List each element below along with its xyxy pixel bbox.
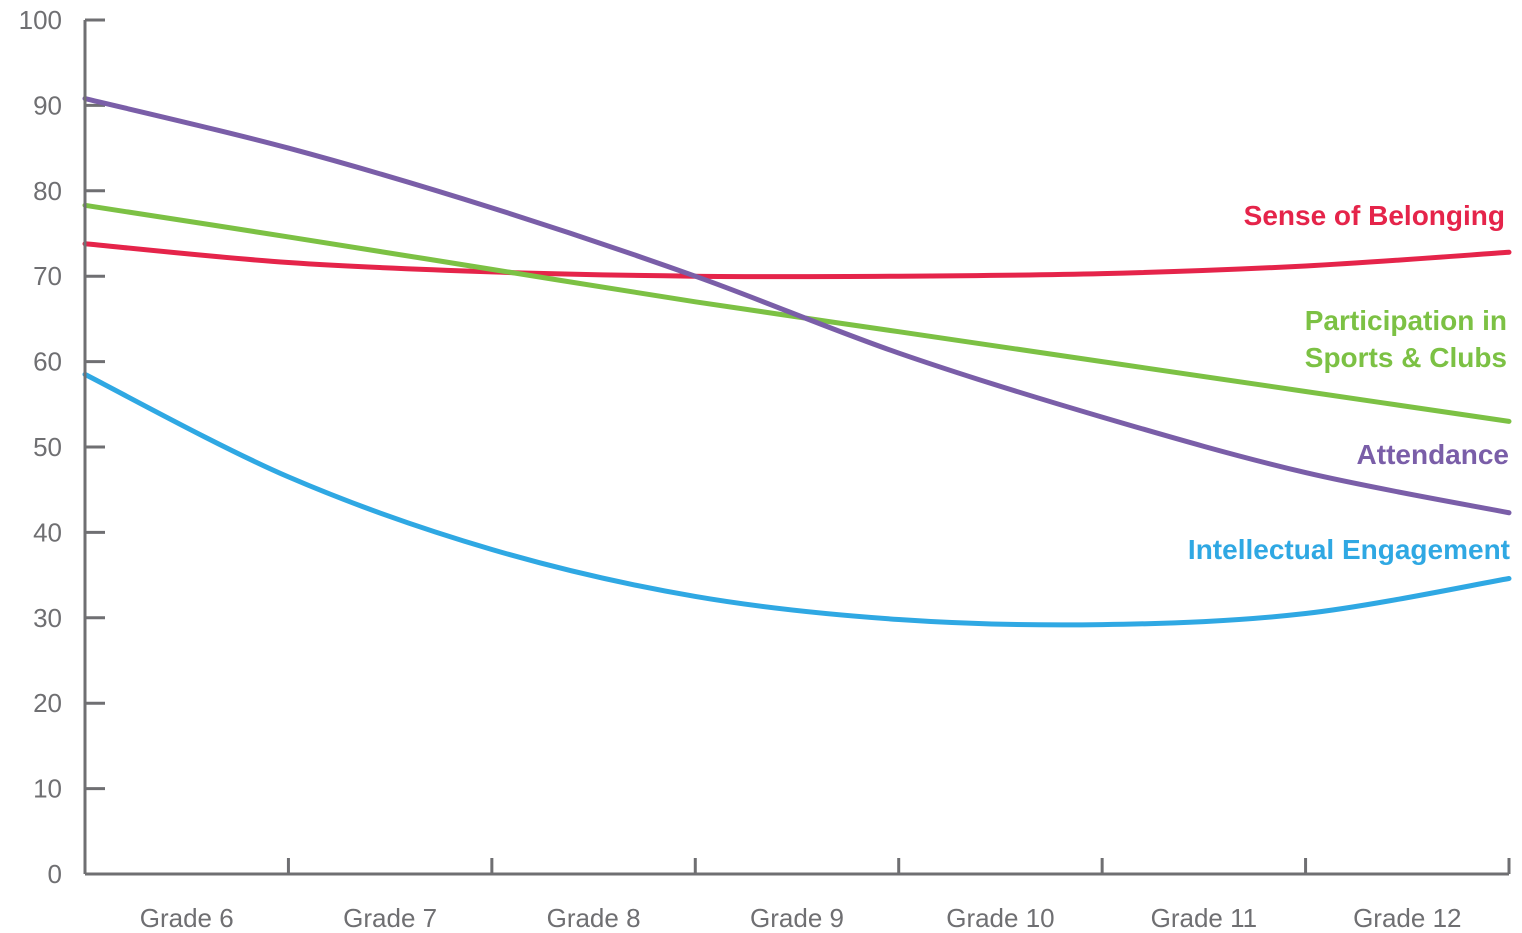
y-tick-label: 10 — [33, 774, 62, 804]
series-line-attendance — [82, 96, 1512, 516]
x-tick-label: Grade 8 — [547, 903, 641, 933]
series-line-intellectual-engagement — [82, 371, 1512, 628]
series-labels: Sense of Belonging Participation in Sports… — [1188, 200, 1510, 565]
y-tick-label: 50 — [33, 432, 62, 462]
x-tick-label: Grade 9 — [750, 903, 844, 933]
y-tick-label: 70 — [33, 261, 62, 291]
y-tick-label: 20 — [33, 688, 62, 718]
x-tick-label: Grade 6 — [140, 903, 234, 933]
series-label-participation-in-sports-clubs: Participation in — [1305, 305, 1507, 336]
x-tick-label: Grade 12 — [1353, 903, 1461, 933]
y-tick-label: 100 — [19, 5, 62, 35]
series-lines — [82, 96, 1512, 628]
series-label-intellectual-engagement: Intellectual Engagement — [1188, 534, 1510, 565]
x-tick-label: Grade 10 — [946, 903, 1054, 933]
series-line-sense-of-belonging — [82, 241, 1512, 280]
x-tick-label: Grade 7 — [343, 903, 437, 933]
y-tick-label: 40 — [33, 517, 62, 547]
y-tick-label: 90 — [33, 90, 62, 120]
series-label-attendance: Attendance — [1357, 439, 1509, 470]
x-tick-label: Grade 11 — [1151, 903, 1257, 933]
y-tick-label: 80 — [33, 176, 62, 206]
series-label-sense-of-belonging: Sense of Belonging — [1244, 200, 1505, 231]
y-tick-label: 0 — [48, 859, 62, 889]
series-label-participation-in-sports-clubs: Sports & Clubs — [1305, 342, 1507, 373]
y-tick-label: 30 — [33, 603, 62, 633]
y-tick-label: 60 — [33, 347, 62, 377]
x-axis-ticks: Grade 6 Grade 7 Grade 8 Grade 9 Grade 10 Grad… — [140, 858, 1511, 933]
y-axis-ticks: 0 10 20 30 40 50 60 70 80 90 100 — [19, 5, 105, 889]
